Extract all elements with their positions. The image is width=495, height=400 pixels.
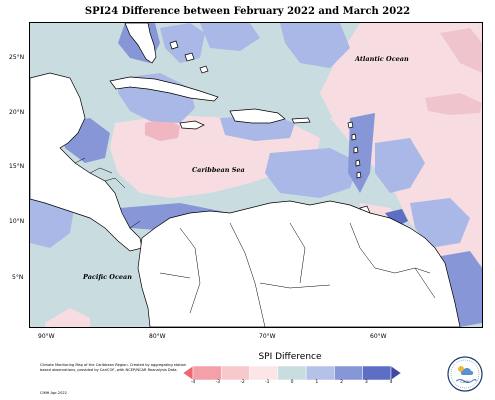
legend-tick-label: 4 [389,380,393,385]
legend-tick-label: -3 [215,380,221,385]
legend-colorbar [183,366,401,380]
lat-tick-20: 20°N [9,109,25,116]
legend-tick-label: 1 [315,380,319,385]
lon-tick-80: 80°W [149,333,166,340]
land-masses [30,23,461,327]
legend-tick-label: 2 [340,380,343,385]
lat-tick-10: 10°N [9,218,25,225]
legend-cell [192,366,222,380]
label-caribbean: Caribbean Sea [192,166,245,174]
legend-arrow-right [390,366,401,380]
legend-arrow-left [183,366,194,380]
label-pacific: Pacific Ocean [82,273,132,281]
map-panel: Atlantic Ocean Caribbean Sea Pacific Oce… [29,22,483,328]
legend-cell [334,366,363,380]
lon-tick-60: 60°W [370,333,387,340]
cimh-logo [447,356,483,392]
lat-tick-25: 25°N [9,54,25,61]
lat-tick-15: 15°N [9,163,25,170]
legend-tick-label: -2 [240,380,245,385]
legend-title: SPI Difference [258,352,322,362]
legend-cell [221,366,250,380]
legend-tick-label: 0 [290,380,294,385]
label-atlantic: Atlantic Ocean [354,55,409,63]
legend-tick-label: -4 [190,380,196,385]
logo-text: CIMH [460,380,470,384]
map-canvas: Atlantic Ocean Caribbean Sea Pacific Oce… [30,23,482,327]
credit-date: CIMH Apr-2022 [40,391,67,395]
legend-cell [277,366,307,380]
legend-cell [249,366,279,380]
lat-tick-5: 5°N [12,274,24,281]
lon-tick-70: 70°W [259,333,276,340]
legend-tick-label: 3 [364,380,368,385]
legend-tick-label: -1 [265,380,270,385]
lon-tick-90: 90°W [38,333,55,340]
credit-text: Climate Monitoring Map of the Caribbean … [40,363,187,372]
legend-cell [362,366,392,380]
legend-cell [305,366,335,380]
legend-ticks: -4 -3 -2 -1 0 1 2 3 4 [183,380,401,388]
map-title: SPI24 Difference between February 2022 a… [84,6,411,17]
country-borders [74,157,436,327]
